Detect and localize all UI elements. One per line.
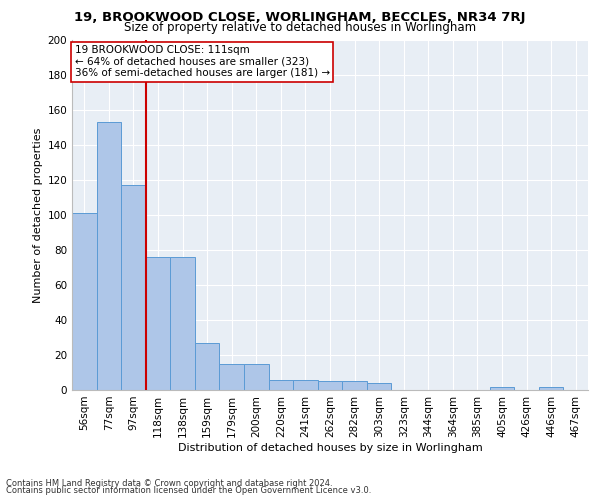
Bar — [146, 257, 170, 390]
Text: Contains public sector information licensed under the Open Government Licence v3: Contains public sector information licen… — [6, 486, 371, 495]
Bar — [72, 213, 97, 390]
Bar — [195, 343, 220, 390]
Text: Size of property relative to detached houses in Worlingham: Size of property relative to detached ho… — [124, 22, 476, 35]
Bar — [367, 383, 391, 390]
Bar — [244, 364, 269, 390]
Bar — [318, 381, 342, 390]
Bar — [490, 386, 514, 390]
Bar — [269, 380, 293, 390]
Bar — [97, 122, 121, 390]
Text: Contains HM Land Registry data © Crown copyright and database right 2024.: Contains HM Land Registry data © Crown c… — [6, 478, 332, 488]
X-axis label: Distribution of detached houses by size in Worlingham: Distribution of detached houses by size … — [178, 442, 482, 452]
Bar — [170, 257, 195, 390]
Bar — [293, 380, 318, 390]
Bar — [539, 386, 563, 390]
Y-axis label: Number of detached properties: Number of detached properties — [33, 128, 43, 302]
Text: 19 BROOKWOOD CLOSE: 111sqm
← 64% of detached houses are smaller (323)
36% of sem: 19 BROOKWOOD CLOSE: 111sqm ← 64% of deta… — [74, 46, 330, 78]
Bar — [342, 381, 367, 390]
Bar — [220, 364, 244, 390]
Bar — [121, 185, 146, 390]
Text: 19, BROOKWOOD CLOSE, WORLINGHAM, BECCLES, NR34 7RJ: 19, BROOKWOOD CLOSE, WORLINGHAM, BECCLES… — [74, 11, 526, 24]
